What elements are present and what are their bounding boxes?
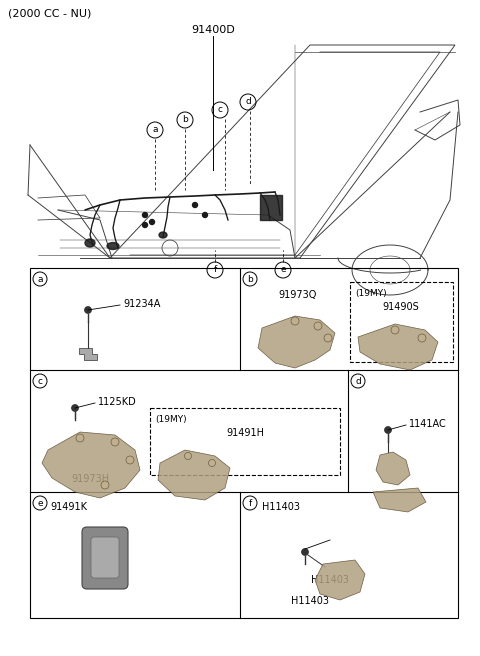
Text: 91490S: 91490S [383,302,420,312]
Circle shape [76,434,84,442]
Circle shape [101,481,109,489]
Text: H11403: H11403 [262,502,300,512]
Polygon shape [315,560,365,600]
Text: d: d [245,98,251,106]
Bar [30,268,458,618]
Polygon shape [376,452,410,485]
Text: b: b [182,115,188,125]
Circle shape [208,459,216,466]
Text: 91491K: 91491K [50,502,87,512]
Bar [350,282,453,362]
Circle shape [126,456,134,464]
Text: e: e [280,266,286,274]
Text: (19MY): (19MY) [355,289,386,298]
Polygon shape [42,432,140,498]
Circle shape [314,322,322,330]
Text: 91400D: 91400D [191,25,235,35]
Circle shape [111,438,119,446]
Circle shape [143,213,147,218]
Text: 91234A: 91234A [123,299,160,309]
Polygon shape [158,450,230,500]
Text: (2000 CC - NU): (2000 CC - NU) [8,9,91,19]
Text: f: f [214,266,216,274]
Circle shape [149,220,155,224]
Circle shape [143,222,147,228]
Bar [150,408,340,475]
Polygon shape [79,348,97,360]
Text: 1141AC: 1141AC [409,419,447,429]
Bar [260,195,282,220]
Text: H11403: H11403 [291,596,329,606]
Text: 91973Q: 91973Q [279,290,317,300]
FancyBboxPatch shape [91,537,119,578]
Circle shape [301,548,309,556]
Circle shape [184,453,192,459]
Text: 1125KD: 1125KD [98,397,137,407]
Text: c: c [217,106,223,115]
Text: b: b [247,274,253,283]
Text: e: e [37,499,43,508]
Text: 91973H: 91973H [71,474,109,484]
Polygon shape [358,324,438,370]
Text: a: a [152,125,158,134]
FancyBboxPatch shape [82,527,128,589]
Text: H11403: H11403 [311,575,349,585]
Circle shape [291,317,299,325]
Circle shape [72,405,79,411]
Circle shape [192,203,197,207]
Ellipse shape [107,243,119,249]
Circle shape [324,334,332,342]
Ellipse shape [159,232,167,238]
Ellipse shape [85,239,95,247]
Circle shape [418,334,426,342]
Circle shape [384,426,392,434]
Text: (19MY): (19MY) [155,415,187,424]
Circle shape [203,213,207,218]
Text: 91491H: 91491H [226,428,264,438]
Circle shape [84,306,92,314]
Polygon shape [258,316,335,368]
Text: f: f [248,499,252,508]
Text: a: a [37,274,43,283]
Text: d: d [355,377,361,386]
Polygon shape [373,488,426,512]
Circle shape [391,326,399,334]
Text: c: c [37,377,43,386]
